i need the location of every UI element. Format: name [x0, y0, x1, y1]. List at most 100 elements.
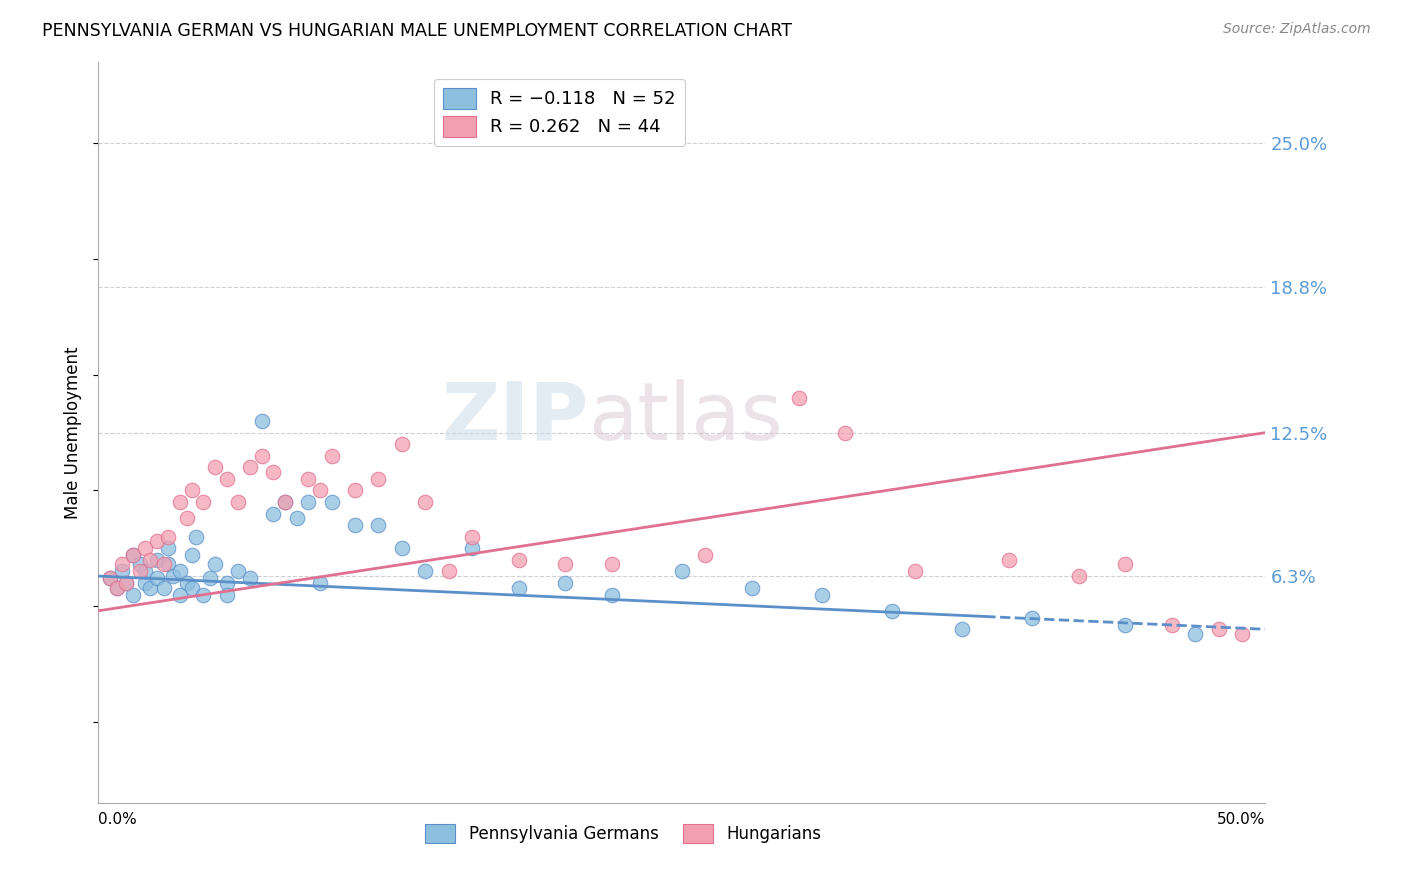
Point — [157, 541, 180, 556]
Point — [105, 581, 128, 595]
Point — [228, 495, 250, 509]
Point — [139, 581, 162, 595]
Point — [508, 581, 530, 595]
Point — [508, 553, 530, 567]
Point — [344, 483, 367, 498]
Point — [413, 495, 436, 509]
Point — [1161, 617, 1184, 632]
Point — [169, 495, 191, 509]
Point — [600, 558, 623, 572]
Point — [180, 483, 202, 498]
Point — [437, 565, 460, 579]
Point — [111, 558, 134, 572]
Point — [250, 449, 273, 463]
Point — [834, 425, 856, 440]
Point — [193, 495, 215, 509]
Text: atlas: atlas — [589, 379, 783, 457]
Point — [880, 604, 903, 618]
Point — [600, 588, 623, 602]
Point — [228, 565, 250, 579]
Point — [115, 576, 138, 591]
Point — [741, 581, 763, 595]
Point — [671, 565, 693, 579]
Point — [162, 569, 184, 583]
Point — [146, 534, 169, 549]
Point — [157, 558, 180, 572]
Point — [115, 576, 138, 591]
Point — [554, 576, 576, 591]
Point — [274, 495, 297, 509]
Text: ZIP: ZIP — [441, 379, 589, 457]
Point — [129, 565, 152, 579]
Point — [787, 391, 810, 405]
Text: 50.0%: 50.0% — [1218, 812, 1265, 827]
Point — [321, 495, 343, 509]
Point — [262, 465, 284, 479]
Point — [1114, 558, 1136, 572]
Point — [152, 581, 174, 595]
Point — [391, 541, 413, 556]
Point — [176, 576, 198, 591]
Point — [321, 449, 343, 463]
Point — [215, 576, 238, 591]
Text: Source: ZipAtlas.com: Source: ZipAtlas.com — [1223, 22, 1371, 37]
Point — [695, 548, 717, 562]
Point — [250, 414, 273, 428]
Point — [139, 553, 162, 567]
Point — [811, 588, 834, 602]
Point — [309, 576, 332, 591]
Point — [1230, 627, 1253, 641]
Point — [297, 472, 319, 486]
Point — [186, 530, 208, 544]
Point — [461, 541, 484, 556]
Point — [98, 571, 121, 585]
Point — [129, 558, 152, 572]
Point — [146, 571, 169, 585]
Point — [262, 507, 284, 521]
Point — [554, 558, 576, 572]
Point — [98, 571, 121, 585]
Point — [367, 472, 389, 486]
Point — [193, 588, 215, 602]
Point — [215, 472, 238, 486]
Point — [215, 588, 238, 602]
Point — [461, 530, 484, 544]
Point — [344, 518, 367, 533]
Point — [204, 558, 226, 572]
Point — [122, 588, 145, 602]
Legend: Pennsylvania Germans, Hungarians: Pennsylvania Germans, Hungarians — [419, 817, 828, 850]
Text: 0.0%: 0.0% — [98, 812, 138, 827]
Point — [1184, 627, 1206, 641]
Point — [285, 511, 308, 525]
Point — [413, 565, 436, 579]
Point — [134, 541, 156, 556]
Point — [105, 581, 128, 595]
Point — [152, 558, 174, 572]
Point — [1208, 622, 1230, 636]
Point — [122, 548, 145, 562]
Point — [239, 571, 262, 585]
Point — [904, 565, 927, 579]
Point — [122, 548, 145, 562]
Point — [950, 622, 973, 636]
Point — [157, 530, 180, 544]
Point — [997, 553, 1019, 567]
Point — [169, 565, 191, 579]
Point — [180, 581, 202, 595]
Point — [309, 483, 332, 498]
Point — [1021, 610, 1043, 624]
Point — [176, 511, 198, 525]
Point — [391, 437, 413, 451]
Point — [146, 553, 169, 567]
Point — [274, 495, 297, 509]
Point — [200, 571, 222, 585]
Point — [297, 495, 319, 509]
Y-axis label: Male Unemployment: Male Unemployment — [65, 346, 83, 519]
Text: PENNSYLVANIA GERMAN VS HUNGARIAN MALE UNEMPLOYMENT CORRELATION CHART: PENNSYLVANIA GERMAN VS HUNGARIAN MALE UN… — [42, 22, 792, 40]
Point — [180, 548, 202, 562]
Point — [169, 588, 191, 602]
Point — [367, 518, 389, 533]
Point — [111, 565, 134, 579]
Point — [134, 576, 156, 591]
Point — [1067, 569, 1090, 583]
